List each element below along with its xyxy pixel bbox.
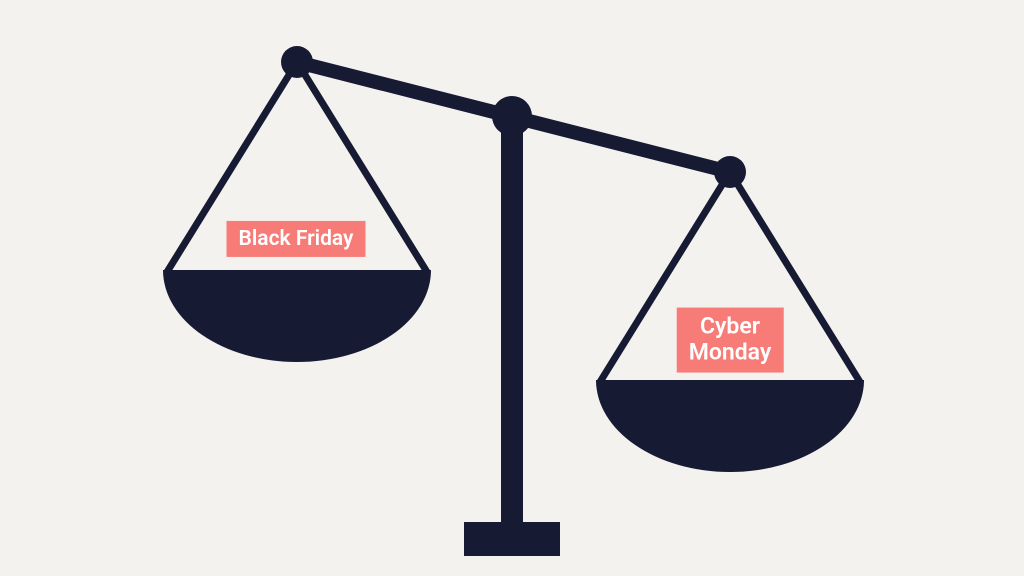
left-pan-label: Black Friday xyxy=(227,221,366,257)
right-pan-label: Cyber Monday xyxy=(677,308,784,373)
infographic-canvas: Black Friday Cyber Monday xyxy=(0,0,1024,576)
balance-scale-icon xyxy=(0,0,1024,576)
